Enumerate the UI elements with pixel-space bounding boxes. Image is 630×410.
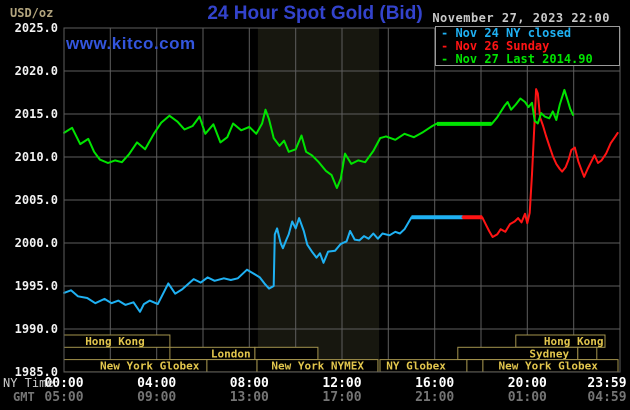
y-tick-label: 1995.0: [14, 279, 58, 293]
legend-item: - Nov 24 NY closed: [441, 26, 572, 40]
session-label: New York Globex: [100, 360, 200, 373]
x-tick-label-gmt: 13:00: [229, 390, 269, 405]
x-tick-label-ny: 16:00: [415, 376, 455, 391]
session-label: Sydney: [529, 347, 569, 360]
x-tick-label-gmt: 21:00: [415, 390, 455, 405]
y-tick-label: 2000.0: [14, 236, 58, 250]
x-tick-label-gmt: 01:00: [507, 390, 547, 405]
chart-title: 24 Hour Spot Gold (Bid): [207, 3, 423, 24]
kitco-link[interactable]: www.kitco.com: [66, 34, 196, 53]
x-axis-name-ny-time: NY Time: [3, 376, 54, 390]
x-tick-label-ny: 23:59: [587, 376, 627, 391]
legend-item: - Nov 26 Sunday: [441, 39, 550, 53]
session-box: [577, 346, 598, 361]
y-axis-unit-label: USD/oz: [10, 6, 54, 20]
series-line-0: [63, 216, 464, 313]
y-tick-label: 2005.0: [14, 193, 58, 207]
session-label: Hong Kong: [85, 335, 145, 348]
plot-border: [63, 27, 621, 373]
x-tick-label-gmt: 05:00: [44, 390, 84, 405]
session-label: Hong Kong: [544, 335, 604, 348]
series-line-2: [63, 88, 574, 189]
x-tick-label-gmt: 09:00: [137, 390, 177, 405]
session-box: [466, 359, 484, 373]
series-line-1: [461, 88, 619, 238]
y-tick-label: 2025.0: [14, 21, 58, 35]
y-tick-label: 2020.0: [14, 64, 58, 78]
session-label: New York Globex: [499, 360, 599, 373]
y-tick-label: 2015.0: [14, 107, 58, 121]
session-box: [206, 359, 258, 373]
session-label: NY Globex: [386, 360, 446, 373]
x-tick-label-gmt: 17:00: [322, 390, 362, 405]
y-tick-label: 1985.0: [14, 365, 58, 379]
session-box: [254, 346, 319, 361]
x-tick-label-ny: 00:00: [44, 376, 84, 391]
legend: - Nov 24 NY closed - Nov 26 Sunday - Nov 2…: [435, 26, 620, 66]
x-axis-name-gmt: GMT: [13, 390, 35, 404]
x-tick-label-ny: 04:00: [137, 376, 177, 391]
legend-item: - Nov 27 Last 2014.90: [441, 52, 593, 66]
datetime-label: November 27, 2023 22:00: [432, 11, 610, 25]
y-tick-label: 2010.0: [14, 150, 58, 164]
session-label: New York NYMEX: [271, 360, 364, 373]
x-tick-label-ny: 08:00: [229, 376, 269, 391]
x-tick-label-ny: 20:00: [507, 376, 547, 391]
x-tick-label-gmt: 04:59: [587, 390, 627, 405]
x-tick-label-ny: 12:00: [322, 376, 362, 391]
y-tick-label: 1990.0: [14, 322, 58, 336]
session-label: London: [211, 347, 251, 360]
